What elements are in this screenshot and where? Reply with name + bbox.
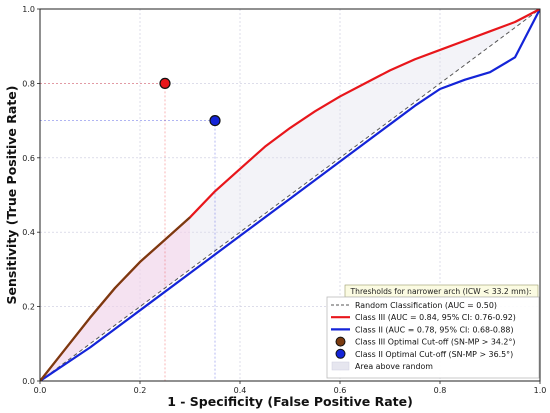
legend-swatch xyxy=(331,361,350,371)
legend-entry-class-iii: Class III (AUC = 0.84, 95% CI: 0.76-0.92… xyxy=(355,313,516,322)
legend-entry-class-iii-cutoff: Class III Optimal Cut-off (SN-MP > 34.2°… xyxy=(355,338,515,347)
grid xyxy=(40,9,540,381)
y-tick-label: 0.2 xyxy=(22,303,35,312)
x-tick-label: 0.4 xyxy=(234,386,247,395)
y-axis-label: Sensitivity (True Positive Rate) xyxy=(4,86,19,305)
x-tick-label: 0.6 xyxy=(334,386,347,395)
cutoff-point-class-ii xyxy=(209,114,221,127)
series-random-line xyxy=(40,9,540,381)
y-axis-ticks: 0.0 0.2 0.4 0.6 0.8 1.0 xyxy=(22,5,40,386)
legend: Thresholds for narrower arch (ICW < 33.2… xyxy=(326,284,540,379)
y-tick-label: 1.0 xyxy=(22,5,35,14)
x-tick-label: 1.0 xyxy=(534,386,547,395)
area-highlight xyxy=(40,217,190,381)
series-class-ii-line xyxy=(40,9,540,381)
x-tick-label: 0.2 xyxy=(134,386,147,395)
series-group xyxy=(40,9,540,381)
x-axis-ticks: 0.0 0.2 0.4 0.6 0.8 1.0 xyxy=(34,381,547,395)
x-tick-label: 0.0 xyxy=(34,386,47,395)
legend-entry-random: Random Classification (AUC = 0.50) xyxy=(355,301,497,310)
y-tick-label: 0.0 xyxy=(22,377,35,386)
y-tick-label: 0.4 xyxy=(22,228,35,237)
y-tick-label: 0.8 xyxy=(22,79,35,88)
x-tick-label: 0.8 xyxy=(434,386,447,395)
legend-swatch xyxy=(335,348,346,359)
x-axis-label: 1 - Specificity (False Positive Rate) xyxy=(167,394,413,409)
cutoff-point-class-iii xyxy=(159,77,171,90)
legend-swatch xyxy=(335,336,346,347)
legend-box xyxy=(326,296,540,379)
plot-frame xyxy=(39,8,541,382)
legend-title: Thresholds for narrower arch (ICW < 33.2… xyxy=(350,287,532,296)
y-tick-label: 0.6 xyxy=(22,154,35,163)
legend-entry-class-ii-cutoff: Class II Optimal Cut-off (SN-MP > 36.5°) xyxy=(355,350,513,359)
cutoff-guides xyxy=(40,83,216,381)
legend-entry-area: Area above random xyxy=(355,362,433,371)
series-class-iii-lower-segment xyxy=(40,216,191,381)
legend-entry-class-ii: Class II (AUC = 0.78, 95% CI: 0.68-0.88) xyxy=(355,325,514,334)
cutoff-points xyxy=(159,77,221,127)
